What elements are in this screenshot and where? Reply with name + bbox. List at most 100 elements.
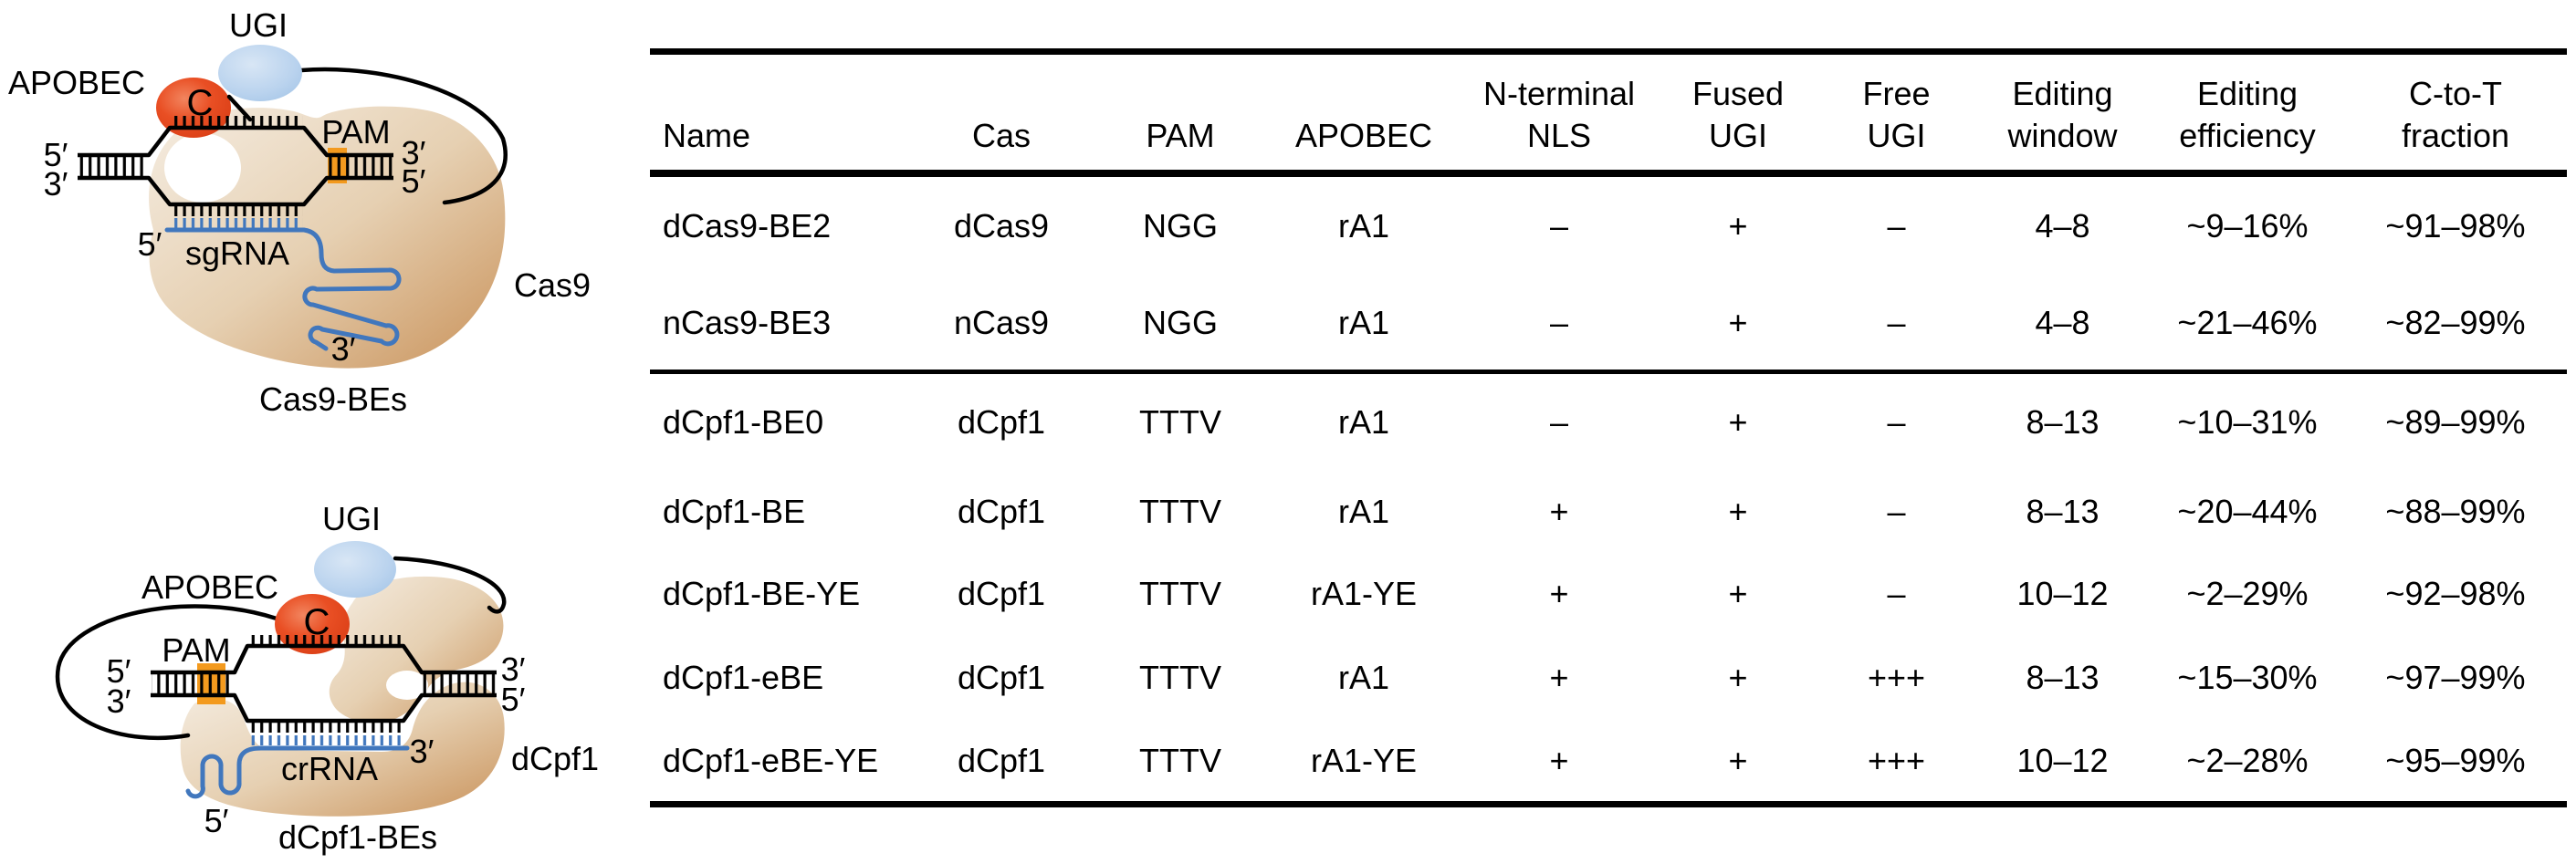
table-row: nCas9-BE3 nCas9 NGG rA1 – + – 4–8 ~21–46… xyxy=(650,276,2567,374)
table-cell: + xyxy=(1728,574,1748,612)
pam-label: PAM xyxy=(321,113,390,151)
table-cell: – xyxy=(1461,276,1658,374)
r-loop-gap xyxy=(164,133,241,203)
ugi-label: UGI xyxy=(322,500,381,537)
table-cell: – xyxy=(1549,207,1569,245)
dna-left-top-end: 5′ xyxy=(44,136,68,173)
table-cell: NGG xyxy=(1094,276,1267,374)
ugi-linker-curve xyxy=(393,556,507,614)
table-cell: ~88–99% xyxy=(2385,492,2526,530)
table-cell: 4–8 xyxy=(2035,207,2090,245)
diagram-panel: UGI APOBEC C PAM 5′ 3′ 3′ 5′ 5′ sgRNA 3′… xyxy=(0,0,639,864)
column-header-name: Name xyxy=(650,48,909,177)
table-cell: TTTV xyxy=(1139,574,1221,612)
displaced-strand-ticks xyxy=(249,635,402,645)
table-cell: rA1 xyxy=(1337,492,1390,530)
cpf1-caption: dCpf1-BEs xyxy=(278,818,437,856)
table-cell: rA1 xyxy=(1267,276,1461,374)
table-row: dCas9-BE2 dCas9 NGG rA1 – + – 4–8 ~9–16%… xyxy=(650,173,2567,276)
table-cell: + xyxy=(1658,721,1818,807)
cas9-group: dCas9-BE2 dCas9 NGG rA1 – + – 4–8 ~9–16%… xyxy=(650,173,2567,374)
sgrna-strand xyxy=(164,227,402,351)
cas9-diagram: UGI APOBEC C PAM 5′ 3′ 3′ 5′ 5′ sgRNA 3′… xyxy=(8,6,591,418)
table-cell: TTTV xyxy=(1139,492,1221,530)
dna-rungs-right xyxy=(328,157,393,176)
dna-bottom-strand xyxy=(151,692,497,723)
table-cell: dCpf1 xyxy=(909,721,1094,807)
target-strand-ticks xyxy=(249,723,402,733)
sgrna-five-prime: 5′ xyxy=(138,225,162,263)
table-cell: – xyxy=(1549,402,1569,441)
table-cell: – xyxy=(1887,574,1906,612)
cpf1-diagram: UGI APOBEC C PAM 5′ 3′ 3′ 5′ 3′ crRNA 5′… xyxy=(55,500,599,856)
table-cell: + xyxy=(1728,207,1748,245)
table-cell: rA1 xyxy=(1337,402,1390,441)
table-cell: dCas9 xyxy=(953,207,1050,245)
row-name: dCpf1-eBE xyxy=(663,659,824,696)
cytosine-label: C xyxy=(304,602,330,642)
dna-rungs-left xyxy=(152,674,234,693)
dna-left-bottom-end: 3′ xyxy=(107,682,131,720)
table-cell: – xyxy=(1887,207,1906,245)
table-cell: + xyxy=(1728,402,1748,441)
column-header-pam: PAM xyxy=(1094,48,1267,177)
sgrna-label: sgRNA xyxy=(185,234,289,272)
crrna-strand xyxy=(185,745,410,799)
table-cell: + xyxy=(1549,574,1569,612)
table-cell: ~82–99% xyxy=(2344,276,2567,374)
cpf1-protein-blob-lower xyxy=(180,682,505,817)
ugi-label: UGI xyxy=(229,6,288,44)
apobec-label: APOBEC xyxy=(141,568,278,606)
dna-right-bottom-end: 5′ xyxy=(501,681,526,718)
base-editor-summary-table: Name Cas PAM APOBEC N-terminal NLS Fused… xyxy=(650,48,2567,807)
table-cell: 8–13 xyxy=(2026,402,2100,441)
row-name: dCpf1-BE0 xyxy=(663,402,824,441)
column-header-cas: Cas xyxy=(909,48,1094,177)
column-header-free-ugi: Free UGI xyxy=(1818,48,1974,177)
dna-right-top-end: 3′ xyxy=(402,134,426,172)
table-cell: ~20–44% xyxy=(2177,492,2318,530)
dna-rungs-right xyxy=(423,674,496,693)
dna-left-top-end: 5′ xyxy=(107,652,131,690)
table-row: dCpf1-eBE dCpf1 TTTV rA1 + + +++ 8–13 ~1… xyxy=(650,635,2567,722)
column-header-editing-efficiency: Editing efficiency xyxy=(2151,48,2344,177)
table-cell: rA1 xyxy=(1337,659,1390,696)
displaced-strand-ticks xyxy=(172,116,303,127)
row-name: nCas9-BE3 xyxy=(650,276,909,374)
table-cell: + xyxy=(1549,492,1569,530)
table-cell: ~10–31% xyxy=(2177,402,2318,441)
cpf1-protein-blob-upper xyxy=(329,576,504,723)
row-name: dCpf1-eBE-YE xyxy=(650,721,909,807)
table-cell: + xyxy=(1461,721,1658,807)
table-cell: ~21–46% xyxy=(2151,276,2344,374)
table-cell: TTTV xyxy=(1139,659,1221,696)
cpf1-group: dCpf1-BE0 dCpf1 TTTV rA1 – + – 8–13 ~10–… xyxy=(650,372,2567,807)
table-cell: 4–8 xyxy=(1974,276,2151,374)
table-cell: ~15–30% xyxy=(2177,659,2318,696)
apobec-linker-curve xyxy=(55,604,279,741)
ugi-connector-line xyxy=(226,94,253,122)
column-header-fused-ugi: Fused UGI xyxy=(1658,48,1818,177)
table-cell: nCas9 xyxy=(909,276,1094,374)
table-cell: rA1 xyxy=(1337,207,1390,245)
table-cell: ~97–99% xyxy=(2385,659,2526,696)
ugi-domain xyxy=(314,541,396,598)
dna-top-strand xyxy=(151,643,497,675)
sgrna-three-prime: 3′ xyxy=(331,330,356,368)
table-cell: + xyxy=(1549,659,1569,696)
column-header-ctot-fraction: C-to-T fraction xyxy=(2344,48,2567,177)
table-cell: rA1-YE xyxy=(1310,574,1418,612)
dna-top-strand xyxy=(78,125,393,158)
table-row: dCpf1-BE dCpf1 TTTV rA1 + + – 8–13 ~20–4… xyxy=(650,471,2567,553)
table-cell: ~9–16% xyxy=(2186,207,2309,245)
table-cell: 8–13 xyxy=(2026,492,2100,530)
table-cell: 10–12 xyxy=(1974,721,2151,807)
column-header-apobec: APOBEC xyxy=(1267,48,1461,177)
cytosine-label: C xyxy=(187,83,214,123)
table-cell: ~2–28% xyxy=(2151,721,2344,807)
table-cell: + xyxy=(1728,492,1748,530)
apobec-label: APOBEC xyxy=(8,64,145,101)
table-cell: dCpf1 xyxy=(957,402,1046,441)
summary-table-wrap: Name Cas PAM APOBEC N-terminal NLS Fused… xyxy=(650,48,2567,807)
